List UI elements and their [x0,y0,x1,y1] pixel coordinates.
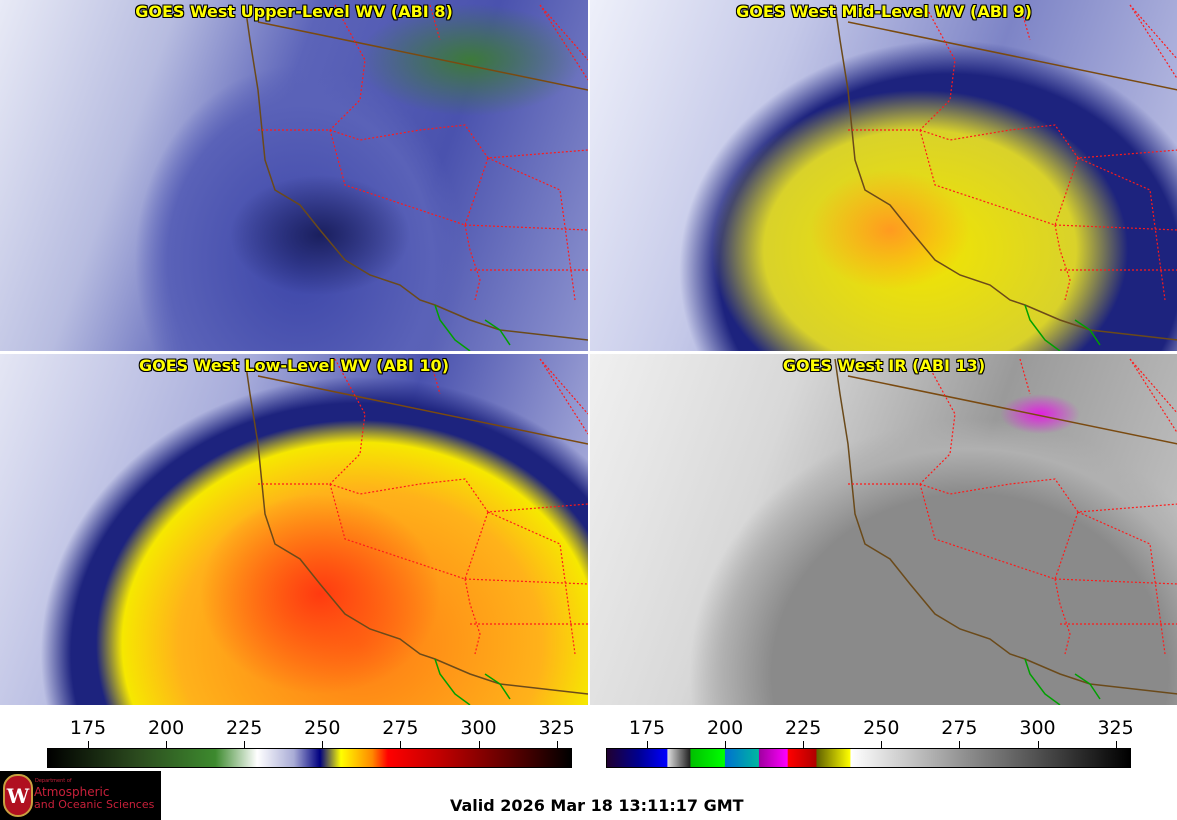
ir-panel: GOES West IR (ABI 13) [590,354,1177,705]
colorbar-tick [400,741,402,748]
uw-seal-icon: W [3,774,33,817]
colorbar-tick [244,741,246,748]
map-borders [834,4,1177,351]
colorbar-tick [478,741,480,748]
colorbar-tick-label: 200 [706,717,744,739]
logo-line1: Department of [35,778,72,784]
colorbar-tick [647,741,648,748]
colorbar-tick-label: 200 [147,717,185,739]
colorbar-tick-label: 325 [1097,717,1134,739]
colorbar-tick-label: 250 [863,717,900,739]
mid-level-wv-panel: GOES West Mid-Level WV (ABI 9) [590,0,1177,351]
logo-line2: Atmospheric [34,785,110,799]
map-borders [244,358,588,705]
colorbar-tick-label: 300 [1019,717,1056,739]
colorbar-tick [1037,741,1039,748]
panel-title: GOES West Mid-Level WV (ABI 9) [736,2,1032,21]
colorbar-tick [88,741,89,748]
colorbar-tick [725,741,727,748]
colorbar-tick [556,741,558,748]
colorbar-tick-label: 275 [941,717,978,739]
colorbar-tick [803,741,805,748]
colorbar-tick [1115,741,1117,748]
upper-level-wv-panel: GOES West Upper-Level WV (ABI 8) [0,0,588,351]
panel-title: GOES West IR (ABI 13) [782,356,986,375]
ir-colorbar [606,748,1131,768]
panel-title: GOES West Low-Level WV (ABI 10) [138,356,449,375]
colorbar-tick-label: 175 [69,717,107,739]
map-borders [834,358,1177,705]
colorbar-tick [166,741,168,748]
colorbar-tick-label: 300 [460,717,497,739]
aos-logo: W Department of Atmospheric and Oceanic … [0,771,161,820]
water-vapor-colorbar [47,748,572,768]
colorbar-tick-label: 225 [226,717,263,739]
map-borders [244,4,588,351]
low-level-wv-panel: GOES West Low-Level WV (ABI 10) [0,354,588,705]
colorbar-tick [322,741,324,748]
colorbar-tick-label: 175 [628,717,666,739]
colorbar-tick-label: 325 [538,717,575,739]
colorbar-tick [881,741,883,748]
colorbar-tick-label: 225 [785,717,822,739]
colorbar-tick-label: 250 [304,717,341,739]
colorbar-tick [959,741,961,748]
logo-line3: and Oceanic Sciences [34,798,155,811]
panel-title: GOES West Upper-Level WV (ABI 8) [135,2,453,21]
colorbar-tick-label: 275 [382,717,419,739]
valid-time: Valid 2026 Mar 18 13:11:17 GMT [450,796,744,815]
